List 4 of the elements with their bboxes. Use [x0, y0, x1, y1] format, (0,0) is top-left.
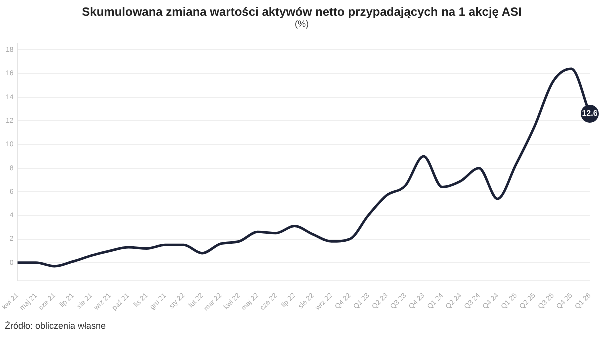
text: Źródło: obliczenia własne [5, 321, 106, 331]
chart-title: Skumulowana zmiana wartości aktywów netto przypadających na 1 akcję ASI [81, 5, 523, 19]
chart-subtitle: (%) [294, 19, 310, 29]
data-label: 12.6 [582, 109, 598, 118]
